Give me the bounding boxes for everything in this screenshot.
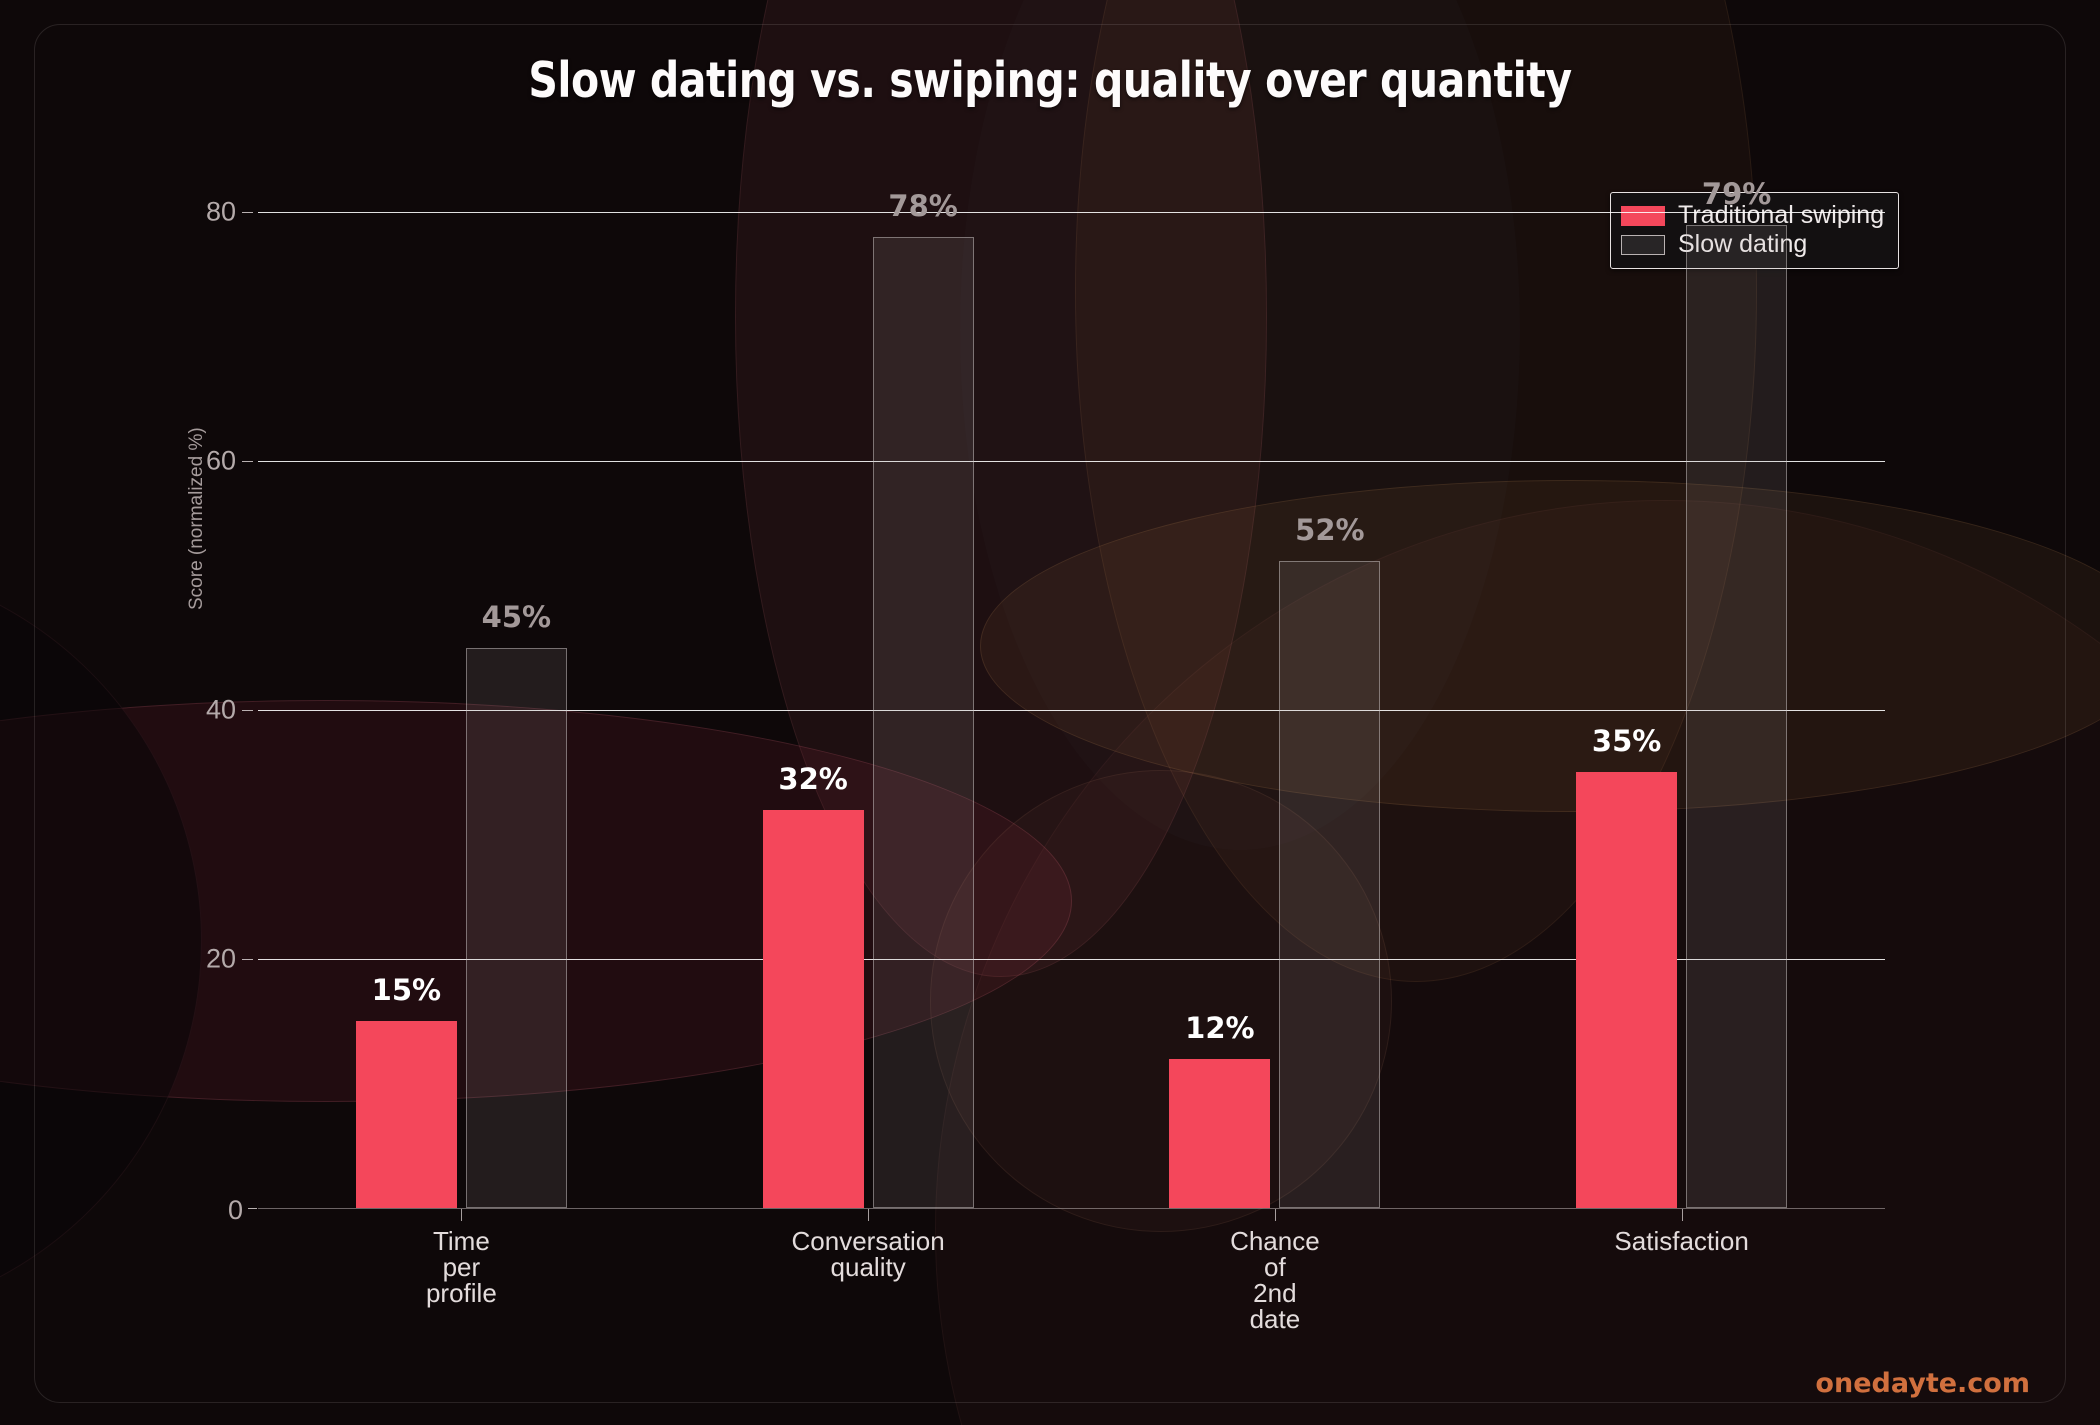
watermark: onedayte.com — [1815, 1368, 2030, 1399]
x-tick-label: Chance of 2nd date — [1230, 1226, 1320, 1334]
legend-label: Slow dating — [1678, 230, 1808, 258]
bar-value-label: 15% — [371, 973, 442, 1008]
y-tick-label: 40 — [205, 694, 236, 725]
y-tick-mark — [242, 959, 253, 961]
bar-value-label: 52% — [1295, 512, 1365, 547]
bar-value-label: 12% — [1185, 1010, 1255, 1045]
origin-tick — [248, 1208, 257, 1209]
bar-value-label: 79% — [1701, 176, 1772, 211]
bar-value-label: 78% — [888, 189, 958, 224]
bar-traditional-swiping — [1169, 1058, 1271, 1208]
bar-traditional-swiping — [1576, 772, 1678, 1208]
bar-slow-dating — [465, 647, 567, 1208]
origin-tick-label: 0 — [228, 1195, 244, 1225]
x-tick-mark — [461, 1209, 463, 1221]
y-tick-mark — [242, 710, 253, 712]
y-tick-mark — [242, 212, 253, 214]
bar-slow-dating — [1279, 560, 1381, 1208]
y-axis-title: Score (normalized %) — [186, 427, 207, 610]
background-blob-dark — [0, 560, 202, 1322]
x-axis-line — [258, 1208, 1885, 1209]
legend-label: Traditional swiping — [1678, 201, 1885, 229]
bar-slow-dating — [1686, 224, 1788, 1208]
bar-slow-dating — [872, 237, 974, 1208]
y-tick-mark — [242, 461, 253, 463]
bar-value-label: 35% — [1591, 724, 1662, 759]
x-tick-label: Conversation quality — [791, 1226, 945, 1282]
y-tick-label: 60 — [205, 445, 236, 476]
y-tick-label: 20 — [205, 943, 236, 974]
x-tick-label: Satisfaction — [1614, 1226, 1749, 1256]
x-tick-mark — [1274, 1209, 1276, 1221]
x-tick-label: Time per profile — [425, 1226, 497, 1308]
plot-area: Score (normalized %) 20 40 60 80 15% 45% 32% 7… — [186, 150, 1885, 1208]
bar-value-label: 45% — [481, 599, 552, 634]
x-tick-mark — [868, 1209, 870, 1221]
x-tick-mark — [1681, 1209, 1683, 1221]
gridline — [258, 710, 1885, 712]
legend-item-slow-dating[interactable]: Slow dating — [1621, 230, 1884, 259]
legend-swatch-icon — [1621, 205, 1665, 226]
y-tick-label: 80 — [205, 196, 236, 227]
legend-swatch-icon — [1621, 234, 1665, 255]
bar-traditional-swiping — [762, 809, 864, 1208]
bar-traditional-swiping — [355, 1021, 457, 1208]
chart-legend: Traditional swiping Slow dating — [1610, 192, 1900, 269]
legend-item-traditional-swiping[interactable]: Traditional swiping — [1621, 201, 1884, 230]
gridline — [258, 959, 1885, 961]
chart-title: Slow dating vs. swiping: quality over qu… — [528, 52, 1572, 109]
gridline — [258, 461, 1885, 463]
bar-value-label: 32% — [778, 761, 848, 796]
gridline — [258, 212, 1885, 214]
